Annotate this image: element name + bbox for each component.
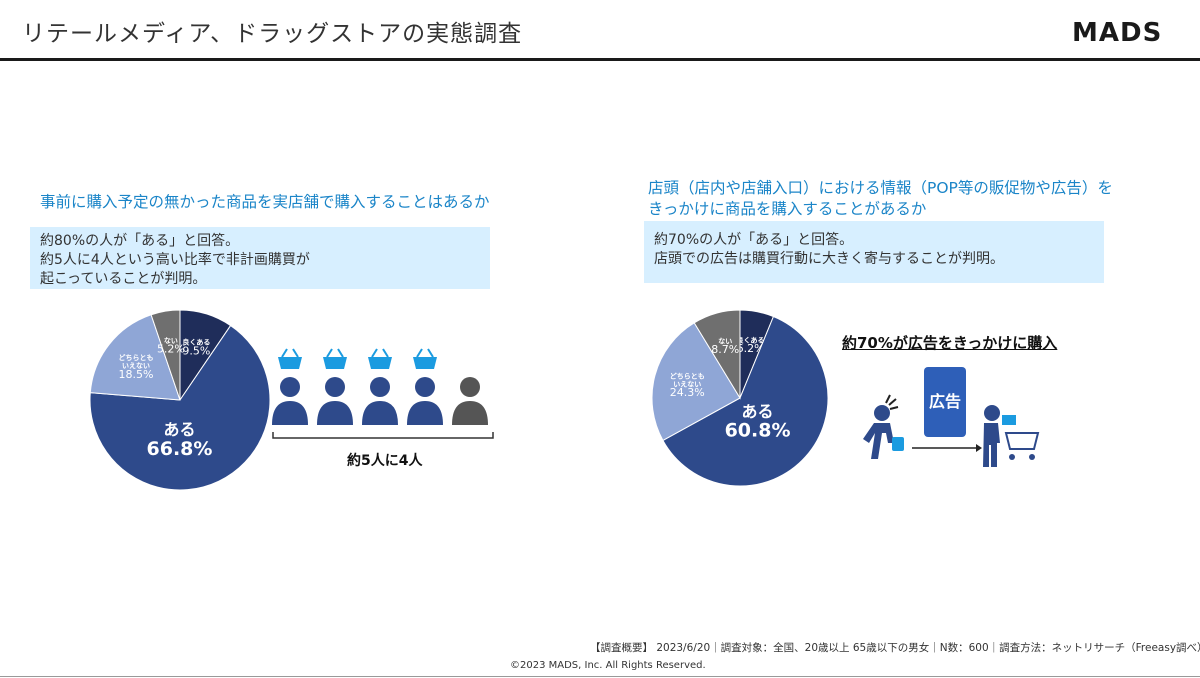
- left-summary-box: 約80%の人が「ある」と回答。 約5人に4人という高い比率で非計画購買が 起こっ…: [30, 227, 490, 289]
- pie-slice-2: [651, 322, 741, 442]
- person-shopping-bag-icon: [863, 394, 904, 459]
- right-summary-box: 約70%の人が「ある」と回答。 店頭での広告は購買行動に大きく寄与することが判明…: [644, 221, 1104, 283]
- people-caption: 約5人に4人: [347, 453, 423, 469]
- person-icon: [362, 377, 398, 425]
- right-question-line-1: 店頭（店内や店舗入口）における情報（POP等の販促物や広告）を: [648, 179, 1113, 197]
- left-summary-line-2: 約5人に4人という高い比率で非計画購買が: [40, 252, 310, 268]
- pie-slice-1: [662, 315, 829, 487]
- pie-slice-name-0-0: 良くある: [182, 338, 210, 347]
- right-callout: 約70%が広告をきっかけに購入: [842, 334, 1058, 352]
- pie-slice-3: [693, 309, 741, 400]
- pie-slice-name-2-1: いえない: [673, 379, 701, 388]
- page-title: リテールメディア、ドラッグストアの実態調査: [22, 21, 523, 47]
- bracket: [272, 432, 494, 439]
- footer-divider: [0, 676, 1200, 677]
- pie-slice-1: [89, 324, 271, 491]
- shopping-illustration: 広告: [863, 367, 1040, 467]
- pie-slice-value-3: 5.2%: [157, 343, 185, 356]
- people-illustration: [272, 348, 494, 439]
- pie-slice-name-3-0: ない: [164, 336, 178, 345]
- pie-slice-name-2-1: いえない: [122, 361, 150, 370]
- person-icon: [452, 377, 488, 425]
- ad-sign-label: 広告: [929, 392, 961, 411]
- pie-label-3: ない5.2%: [157, 336, 185, 356]
- pie-slice-value-0: 9.5%: [182, 344, 210, 357]
- person-cart-icon: [983, 405, 1040, 467]
- left-question: 事前に購入予定の無かった商品を実店舗で購入することはあるか: [40, 193, 490, 211]
- ad-sign: 広告: [924, 367, 966, 437]
- pie-slice-name-1-0: ある: [163, 420, 195, 439]
- person-icon: [272, 377, 308, 425]
- pie-slice-value-1: 60.8%: [725, 420, 791, 442]
- pie-slice-value-2: 24.3%: [670, 386, 705, 399]
- left-summary-line-3: 起こっていることが判明。: [40, 271, 207, 287]
- basket-icon: [278, 348, 302, 369]
- left-summary-line-1: 約80%の人が「ある」と回答。: [40, 233, 240, 249]
- right-summary-line-1: 約70%の人が「ある」と回答。: [654, 232, 854, 248]
- pie-slice-value-3: 8.7%: [711, 343, 739, 356]
- logo-text: MADS: [1072, 18, 1162, 48]
- right-summary-line-2: 店頭での広告は購買行動に大きく寄与することが判明。: [654, 251, 1004, 267]
- person-icon: [407, 377, 443, 425]
- pie-slice-value-0: 6.2%: [737, 342, 765, 355]
- arrow-right-icon: [912, 444, 982, 452]
- pie-slice-name-1-0: ある: [742, 402, 774, 421]
- basket-icon: [323, 348, 347, 369]
- person-icon: [317, 377, 353, 425]
- basket-icon: [368, 348, 392, 369]
- right-question-line-2: きっかけに商品を購入することがあるか: [648, 200, 927, 218]
- survey-footnote: 【調査概要】 2023/6/20｜調査対象：全国、20歳以上 65歳以下の男女｜…: [590, 642, 1200, 654]
- pie-label-3: ない8.7%: [711, 336, 739, 356]
- pie-slice-name-0-0: 良くある: [737, 335, 765, 344]
- mads-logo: MADS: [1072, 18, 1162, 48]
- pie-slice-3: [150, 309, 181, 401]
- right-question: 店頭（店内や店舗入口）における情報（POP等の販促物や広告）を きっかけに商品を…: [648, 178, 1113, 220]
- pie-slice-value-2: 18.5%: [119, 368, 154, 381]
- pie-slice-name-2-0: どちらとも: [670, 371, 705, 380]
- pie-slice-value-1: 66.8%: [147, 438, 213, 460]
- copyright: ©2023 MADS, Inc. All Rights Reserved.: [510, 660, 706, 671]
- basket-icon: [413, 348, 437, 369]
- header-divider: [0, 58, 1200, 61]
- pie-slice-2: [89, 314, 181, 401]
- pie-slice-name-3-0: ない: [718, 336, 732, 345]
- pie-slice-name-2-0: どちらとも: [119, 353, 154, 362]
